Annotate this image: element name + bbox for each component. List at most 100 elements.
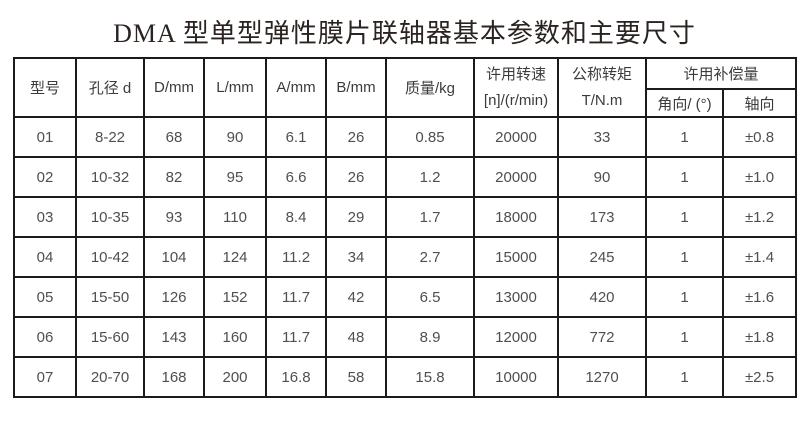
cell-torque: 33	[557, 116, 647, 158]
col-header-torque: 公称转矩 T/N.m	[557, 57, 647, 118]
cell-angular: 1	[645, 116, 724, 158]
cell-angular: 1	[645, 156, 724, 198]
cell-speed: 15000	[473, 236, 559, 278]
cell-B: 34	[325, 236, 387, 278]
cell-axial: ±2.5	[721, 356, 798, 398]
cell-L: 110	[203, 196, 267, 238]
cell-D: 168	[143, 356, 205, 398]
cell-model: 02	[13, 156, 77, 198]
cell-B: 26	[325, 116, 387, 158]
cell-L: 90	[203, 116, 267, 158]
cell-axial: ±1.4	[721, 236, 798, 278]
table-row: 05 15-50 126 152 11.7 42 6.5 13000 420 1…	[13, 276, 798, 318]
page-title: DMA 型单型弹性膜片联轴器基本参数和主要尺寸	[113, 19, 696, 48]
cell-speed: 20000	[473, 116, 559, 158]
col-header-D: D/mm	[143, 57, 205, 118]
table-body: 01 8-22 68 90 6.1 26 0.85 20000 33 1 ±0.…	[13, 116, 798, 398]
cell-angular: 1	[645, 356, 724, 398]
table-row: 01 8-22 68 90 6.1 26 0.85 20000 33 1 ±0.…	[13, 116, 798, 158]
cell-B: 42	[325, 276, 387, 318]
cell-axial: ±1.0	[721, 156, 798, 198]
col-header-mass: 质量/kg	[385, 57, 475, 118]
cell-B: 48	[325, 316, 387, 358]
cell-L: 95	[203, 156, 267, 198]
cell-B: 58	[325, 356, 387, 398]
cell-A: 11.7	[265, 276, 327, 318]
cell-B: 26	[325, 156, 387, 198]
cell-L: 200	[203, 356, 267, 398]
cell-bore: 10-35	[75, 196, 145, 238]
table-header: 型号 孔径 d D/mm L/mm A/mm B/mm 质量/kg 许用转速 […	[13, 57, 798, 118]
col-header-angular: 角向/ (°)	[645, 88, 724, 118]
col-header-axial: 轴向	[721, 88, 798, 118]
torque-header-line1: 公称转矩	[571, 65, 632, 83]
cell-model: 04	[13, 236, 77, 278]
cell-axial: ±1.6	[721, 276, 798, 318]
cell-torque: 245	[557, 236, 647, 278]
cell-bore: 10-42	[75, 236, 145, 278]
cell-D: 104	[143, 236, 205, 278]
cell-axial: ±1.8	[721, 316, 798, 358]
cell-torque: 1270	[557, 356, 647, 398]
table-row: 04 10-42 104 124 11.2 34 2.7 15000 245 1…	[13, 236, 798, 278]
cell-L: 160	[203, 316, 267, 358]
cell-mass: 8.9	[385, 316, 475, 358]
table-row: 03 10-35 93 110 8.4 29 1.7 18000 173 1 ±…	[13, 196, 798, 238]
spec-table: 型号 孔径 d D/mm L/mm A/mm B/mm 质量/kg 许用转速 […	[13, 57, 798, 398]
cell-D: 82	[143, 156, 205, 198]
col-header-A: A/mm	[265, 57, 327, 118]
cell-torque: 173	[557, 196, 647, 238]
cell-speed: 12000	[473, 316, 559, 358]
cell-mass: 15.8	[385, 356, 475, 398]
cell-D: 93	[143, 196, 205, 238]
cell-speed: 10000	[473, 356, 559, 398]
cell-model: 06	[13, 316, 77, 358]
cell-torque: 772	[557, 316, 647, 358]
col-header-B: B/mm	[325, 57, 387, 118]
cell-B: 29	[325, 196, 387, 238]
cell-bore: 10-32	[75, 156, 145, 198]
cell-D: 143	[143, 316, 205, 358]
table-row: 02 10-32 82 95 6.6 26 1.2 20000 90 1 ±1.…	[13, 156, 798, 198]
cell-bore: 8-22	[75, 116, 145, 158]
header-row-2: 角向/ (°) 轴向	[14, 88, 798, 118]
col-header-compensation: 许用补偿量	[644, 57, 798, 90]
cell-angular: 1	[645, 276, 724, 318]
cell-speed: 13000	[473, 276, 559, 318]
cell-A: 11.7	[265, 316, 327, 358]
cell-A: 6.6	[265, 156, 327, 198]
table-row: 06 15-60 143 160 11.7 48 8.9 12000 772 1…	[13, 316, 798, 358]
cell-speed: 18000	[473, 196, 559, 238]
cell-mass: 1.2	[385, 156, 475, 198]
cell-A: 16.8	[265, 356, 327, 398]
cell-angular: 1	[645, 236, 724, 278]
cell-bore: 20-70	[75, 356, 145, 398]
cell-mass: 2.7	[385, 236, 475, 278]
cell-A: 11.2	[265, 236, 327, 278]
cell-model: 07	[13, 356, 77, 398]
cell-mass: 1.7	[385, 196, 475, 238]
cell-speed: 20000	[473, 156, 559, 198]
cell-torque: 90	[557, 156, 647, 198]
cell-mass: 0.85	[385, 116, 475, 158]
cell-angular: 1	[645, 316, 724, 358]
speed-header-line2: [n]/(r/min)	[483, 91, 549, 109]
cell-A: 6.1	[265, 116, 327, 158]
cell-angular: 1	[645, 196, 724, 238]
col-header-L: L/mm	[203, 57, 267, 118]
col-header-model: 型号	[13, 57, 77, 118]
cell-L: 124	[203, 236, 267, 278]
cell-D: 126	[143, 276, 205, 318]
col-header-speed: 许用转速 [n]/(r/min)	[473, 57, 559, 118]
speed-header-line1: 许用转速	[485, 65, 546, 83]
col-header-bore: 孔径 d	[75, 57, 145, 118]
cell-D: 68	[143, 116, 205, 158]
torque-header-line2: T/N.m	[581, 91, 623, 109]
cell-bore: 15-60	[75, 316, 145, 358]
header-row-1: 型号 孔径 d D/mm L/mm A/mm B/mm 质量/kg 许用转速 […	[13, 57, 798, 118]
cell-model: 03	[13, 196, 77, 238]
cell-axial: ±1.2	[721, 196, 798, 238]
cell-model: 05	[13, 276, 77, 318]
cell-bore: 15-50	[75, 276, 145, 318]
